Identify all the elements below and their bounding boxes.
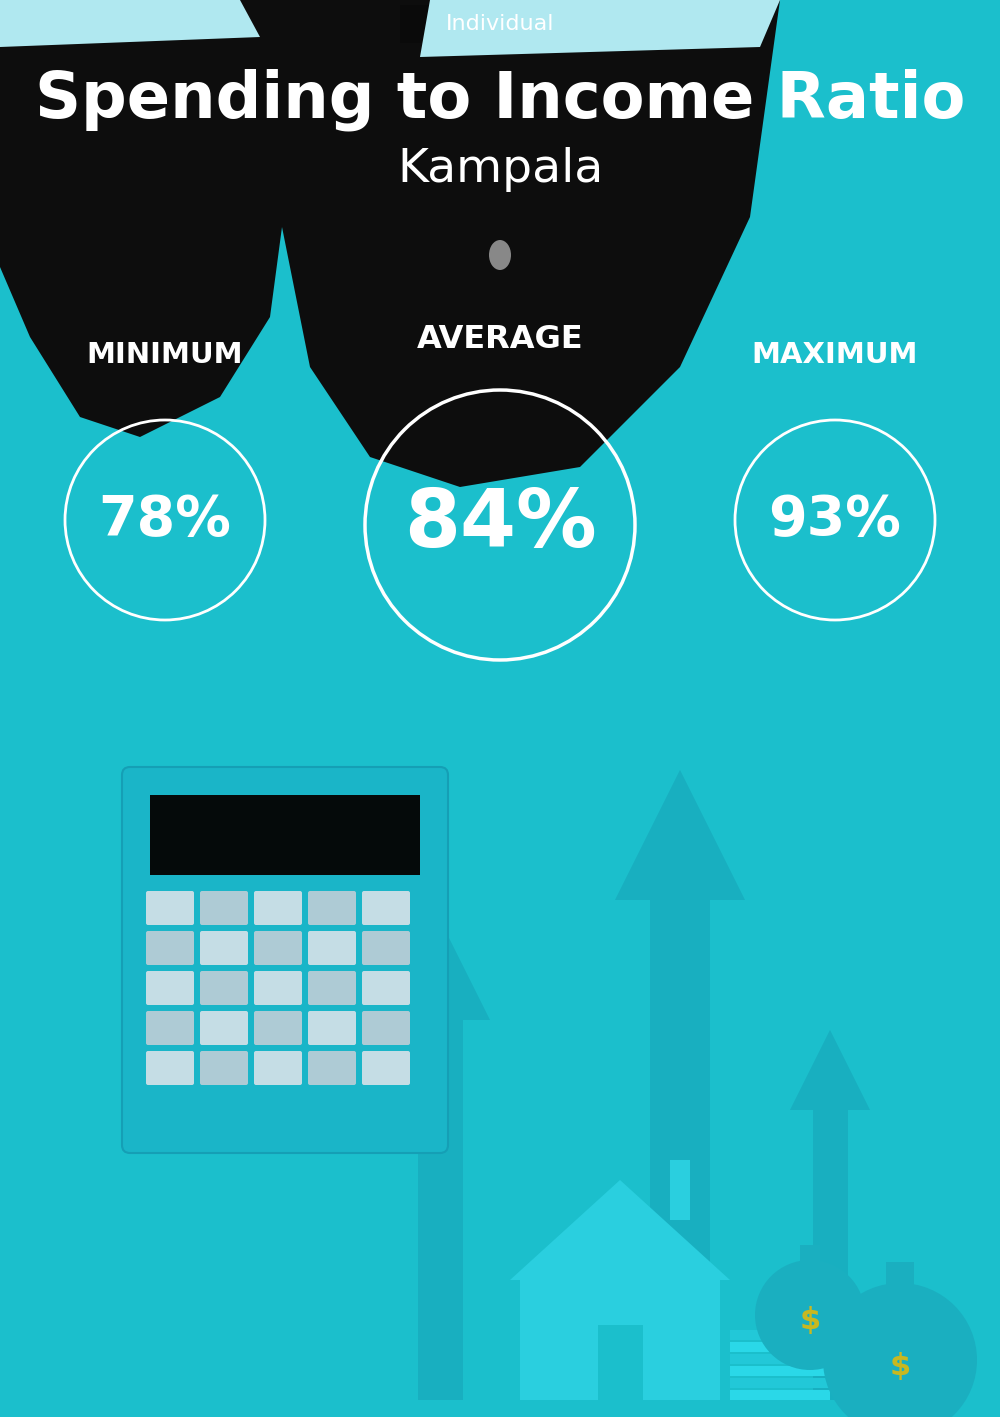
Polygon shape (510, 1180, 730, 1280)
Bar (420, 238, 580, 255)
Text: Individual: Individual (446, 14, 554, 34)
Bar (420, 205, 580, 221)
Bar (520, 1280, 720, 1400)
Bar (730, 1390, 830, 1400)
Text: $: $ (889, 1352, 911, 1382)
FancyBboxPatch shape (200, 1010, 248, 1044)
Bar (800, 1246, 820, 1265)
Bar (886, 1263, 914, 1289)
Bar (418, 1020, 462, 1400)
Polygon shape (790, 1030, 870, 1110)
Bar (650, 900, 710, 1400)
FancyBboxPatch shape (308, 931, 356, 965)
Text: $: $ (799, 1305, 821, 1335)
Circle shape (755, 1260, 865, 1370)
Polygon shape (615, 769, 745, 900)
FancyBboxPatch shape (146, 1051, 194, 1085)
Polygon shape (0, 0, 290, 436)
FancyBboxPatch shape (200, 1051, 248, 1085)
FancyBboxPatch shape (308, 891, 356, 925)
FancyBboxPatch shape (146, 1010, 194, 1044)
Bar (420, 288, 580, 305)
FancyBboxPatch shape (308, 1051, 356, 1085)
FancyBboxPatch shape (146, 931, 194, 965)
FancyBboxPatch shape (254, 1010, 302, 1044)
Bar (420, 272, 580, 288)
FancyBboxPatch shape (122, 767, 448, 1153)
FancyBboxPatch shape (362, 971, 410, 1005)
Bar (420, 255, 580, 272)
FancyBboxPatch shape (254, 891, 302, 925)
Text: 93%: 93% (769, 493, 901, 547)
Bar (598, 1325, 642, 1400)
Text: Kampala: Kampala (397, 147, 603, 193)
Bar (730, 1377, 830, 1389)
Bar (730, 1355, 830, 1365)
Bar (150, 795, 420, 876)
FancyBboxPatch shape (200, 931, 248, 965)
Polygon shape (200, 0, 780, 487)
Text: 78%: 78% (99, 493, 231, 547)
FancyBboxPatch shape (254, 1051, 302, 1085)
Bar (420, 221, 580, 238)
FancyBboxPatch shape (146, 971, 194, 1005)
FancyBboxPatch shape (308, 1010, 356, 1044)
Bar (730, 1331, 830, 1340)
Text: MINIMUM: MINIMUM (87, 341, 243, 368)
Circle shape (823, 1282, 977, 1417)
Bar (812, 1110, 848, 1400)
Text: 84%: 84% (404, 486, 596, 564)
Bar (730, 1366, 830, 1376)
Polygon shape (420, 0, 780, 57)
Ellipse shape (489, 239, 511, 271)
Text: Spending to Income Ratio: Spending to Income Ratio (35, 69, 965, 132)
Text: MAXIMUM: MAXIMUM (752, 341, 918, 368)
Circle shape (478, 232, 522, 276)
FancyBboxPatch shape (362, 931, 410, 965)
FancyBboxPatch shape (254, 931, 302, 965)
FancyBboxPatch shape (362, 891, 410, 925)
FancyBboxPatch shape (146, 891, 194, 925)
Polygon shape (0, 0, 260, 47)
Polygon shape (320, 288, 430, 397)
Bar (670, 1161, 690, 1220)
FancyBboxPatch shape (254, 971, 302, 1005)
FancyBboxPatch shape (362, 1010, 410, 1044)
Bar (730, 1342, 830, 1352)
FancyBboxPatch shape (362, 1051, 410, 1085)
FancyBboxPatch shape (400, 6, 600, 43)
Text: AVERAGE: AVERAGE (417, 324, 583, 356)
FancyBboxPatch shape (200, 971, 248, 1005)
FancyBboxPatch shape (200, 891, 248, 925)
FancyBboxPatch shape (308, 971, 356, 1005)
Polygon shape (390, 920, 490, 1020)
